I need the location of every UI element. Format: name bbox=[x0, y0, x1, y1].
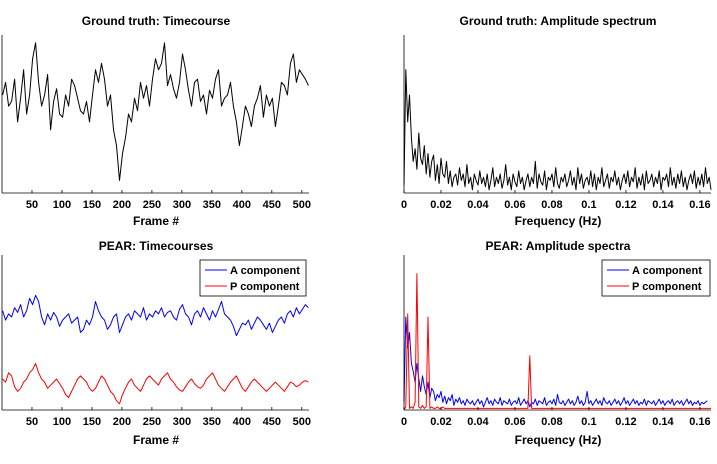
series-line-0 bbox=[403, 69, 712, 191]
series-line-1 bbox=[403, 273, 711, 411]
legend-label-p: P component bbox=[632, 281, 702, 293]
x-tick-label: 0.16 bbox=[689, 199, 710, 211]
x-tick-label: 0 bbox=[401, 199, 407, 211]
x-tick-label: 200 bbox=[113, 416, 131, 428]
x-tick-label: 0.04 bbox=[467, 199, 489, 211]
x-tick-label: 300 bbox=[173, 199, 191, 211]
series-line-0 bbox=[2, 294, 309, 337]
series-line-0 bbox=[2, 42, 309, 181]
x-axis-label: Frequency (Hz) bbox=[515, 433, 602, 447]
x-tick-label: 450 bbox=[263, 416, 281, 428]
x-tick-label: 0.02 bbox=[430, 416, 451, 428]
x-tick-label: 0.08 bbox=[541, 199, 562, 211]
series-line-1 bbox=[2, 363, 309, 405]
x-tick-label: 350 bbox=[203, 416, 221, 428]
x-tick-label: 0.12 bbox=[615, 199, 636, 211]
x-tick-label: 150 bbox=[83, 416, 101, 428]
panel-pear-spectra: PEAR: Amplitude spectra 0 0.02 0.04 0.06 0.0… bbox=[401, 239, 711, 447]
x-tick-label: 0.02 bbox=[430, 199, 451, 211]
x-tick-label: 0.1 bbox=[581, 199, 596, 211]
x-tick-label: 0.04 bbox=[467, 416, 489, 428]
x-tick-label: 100 bbox=[53, 199, 71, 211]
x-axis-label: Frequency (Hz) bbox=[515, 214, 602, 228]
legend-box bbox=[199, 259, 307, 297]
chart-title: Ground truth: Amplitude spectrum bbox=[460, 14, 657, 28]
x-tick-label: 150 bbox=[83, 199, 101, 211]
x-tick-label: 0.06 bbox=[504, 199, 525, 211]
x-tick-label: 0.14 bbox=[652, 199, 674, 211]
panel-ground-truth-timecourse: Ground truth: Timecourse 50 100 150 200 250 3… bbox=[1, 14, 311, 228]
x-axis-label: Frame # bbox=[133, 214, 179, 228]
x-tick-label: 0 bbox=[401, 416, 407, 428]
x-tick-label: 500 bbox=[293, 416, 311, 428]
x-tick-label: 0.14 bbox=[652, 416, 674, 428]
x-tick-label: 0.08 bbox=[541, 416, 562, 428]
chart-title: Ground truth: Timecourse bbox=[82, 14, 231, 28]
x-tick-label: 450 bbox=[263, 199, 281, 211]
chart-title: PEAR: Timecourses bbox=[99, 239, 214, 253]
legend-label-a: A component bbox=[632, 265, 702, 277]
x-tick-label: 0.16 bbox=[689, 416, 710, 428]
chart-title: PEAR: Amplitude spectra bbox=[486, 239, 631, 253]
panel-pear-timecourses: PEAR: Timecourses 50 100 150 200 250 300 350 40… bbox=[1, 239, 311, 447]
x-axis-label: Frame # bbox=[133, 433, 179, 447]
legend: A component P component bbox=[601, 259, 711, 297]
x-tick-label: 350 bbox=[203, 199, 221, 211]
x-tick-label: 100 bbox=[53, 416, 71, 428]
series-line-0 bbox=[403, 316, 708, 408]
legend-box bbox=[601, 259, 711, 297]
legend-label-a: A component bbox=[230, 265, 300, 277]
x-tick-label: 200 bbox=[113, 199, 131, 211]
x-tick-label: 0.1 bbox=[581, 416, 596, 428]
x-tick-label: 0.06 bbox=[504, 416, 525, 428]
x-tick-label: 400 bbox=[233, 199, 251, 211]
legend: A component P component bbox=[199, 259, 307, 297]
x-tick-label: 500 bbox=[293, 199, 311, 211]
x-tick-label: 250 bbox=[143, 416, 161, 428]
x-tick-label: 0.12 bbox=[615, 416, 636, 428]
panel-ground-truth-spectrum: Ground truth: Amplitude spectrum 0 0.02 0.… bbox=[401, 14, 712, 228]
x-tick-label: 50 bbox=[26, 199, 38, 211]
x-tick-label: 50 bbox=[26, 416, 38, 428]
x-tick-label: 400 bbox=[233, 416, 251, 428]
legend-label-p: P component bbox=[230, 281, 300, 293]
x-tick-label: 250 bbox=[143, 199, 161, 211]
x-tick-label: 300 bbox=[173, 416, 191, 428]
